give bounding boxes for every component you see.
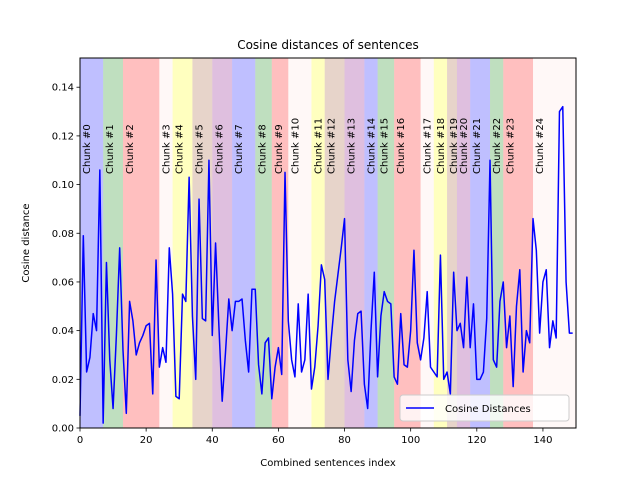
- chunk-label-11: Chunk #11: [313, 118, 324, 174]
- chunk-band-21: [470, 58, 491, 428]
- y-tick-label-1: 0.02: [52, 375, 74, 386]
- chunk-label-1: Chunk #1: [105, 124, 116, 174]
- chunk-labels: Chunk #0 Chunk #1 Chunk #2 Chunk #3 Chunk #4…: [82, 118, 546, 174]
- x-tick-label-7: 140: [533, 435, 552, 446]
- chunk-band-7: [232, 58, 256, 428]
- y-tick-label-5: 0.10: [52, 180, 74, 191]
- chunk-label-24: Chunk #24: [535, 118, 546, 174]
- chunk-band-13: [344, 58, 365, 428]
- x-tick-label-3: 60: [272, 435, 285, 446]
- chunk-label-4: Chunk #4: [175, 124, 186, 174]
- y-tick-label-2: 0.04: [52, 326, 74, 337]
- chart-title: Cosine distances of sentences: [237, 38, 419, 52]
- chunk-label-23: Chunk #23: [505, 118, 516, 174]
- legend: Cosine Distances: [399, 394, 570, 422]
- chunk-band-3: [159, 58, 173, 428]
- x-tick-label-1: 20: [140, 435, 153, 446]
- y-tick-label-0: 0.00: [52, 424, 74, 435]
- x-tick-label-5: 100: [401, 435, 420, 446]
- chunk-label-10: Chunk #10: [290, 118, 301, 174]
- chunk-band-12: [324, 58, 345, 428]
- chunk-band-10: [288, 58, 312, 428]
- chunk-label-22: Chunk #22: [492, 118, 503, 174]
- chunk-label-17: Chunk #17: [423, 118, 434, 174]
- chunk-band-19: [447, 58, 457, 428]
- plot-frame: [79, 57, 577, 429]
- chunk-label-15: Chunk #15: [380, 118, 391, 174]
- chunk-label-6: Chunk #6: [214, 124, 225, 174]
- y-tick-label-3: 0.06: [52, 277, 74, 288]
- chunk-label-12: Chunk #12: [327, 118, 338, 174]
- chunk-label-13: Chunk #13: [347, 118, 358, 174]
- chunk-band-17: [420, 58, 434, 428]
- chunk-label-21: Chunk #21: [472, 118, 483, 174]
- x-axis-label: Combined sentences index: [260, 458, 396, 469]
- chunk-band-1: [103, 58, 123, 428]
- chunk-band-24: [533, 58, 576, 428]
- chunk-band-9: [271, 58, 289, 428]
- chunk-band-15: [377, 58, 395, 428]
- chunk-label-8: Chunk #8: [257, 124, 268, 174]
- x-tick-label-6: 120: [467, 435, 486, 446]
- chunk-label-5: Chunk #5: [194, 124, 205, 174]
- chunk-band-8: [255, 58, 272, 428]
- series-line-0: [79, 105, 573, 424]
- x-tick-label-2: 40: [206, 435, 219, 446]
- series-layer: [79, 105, 573, 424]
- y-axis: 0.00 0.02 0.04 0.06 0.08 0.10 0.12 0.14: [52, 83, 80, 435]
- chunk-label-20: Chunk #20: [459, 118, 470, 174]
- chunk-band-4: [172, 58, 193, 428]
- x-tick-label-0: 0: [77, 435, 83, 446]
- chunk-bands: [80, 58, 576, 428]
- chunk-band-5: [192, 58, 213, 428]
- chunk-label-16: Chunk #16: [396, 118, 407, 174]
- chunk-band-18: [433, 58, 448, 428]
- chunk-label-14: Chunk #14: [366, 118, 377, 174]
- chunk-label-19: Chunk #19: [449, 118, 460, 174]
- chunk-band-23: [503, 58, 534, 428]
- legend-entry-label: Cosine Distances: [445, 404, 531, 415]
- chunk-label-18: Chunk #18: [436, 118, 447, 174]
- chunk-band-11: [311, 58, 325, 428]
- chunk-label-7: Chunk #7: [234, 124, 245, 174]
- x-axis: 0 20 40 60 80 100 120 140: [77, 428, 552, 446]
- legend-box: [399, 394, 570, 422]
- chunk-label-0: Chunk #0: [82, 124, 93, 174]
- y-tick-label-4: 0.08: [52, 229, 74, 240]
- chunk-label-3: Chunk #3: [161, 124, 172, 174]
- y-tick-label-7: 0.14: [52, 83, 74, 94]
- chunk-band-20: [456, 58, 471, 428]
- chunk-label-9: Chunk #9: [274, 124, 285, 174]
- y-tick-label-6: 0.12: [52, 131, 74, 142]
- x-tick-label-4: 80: [338, 435, 351, 446]
- y-axis-label: Cosine distance: [21, 203, 32, 282]
- chunk-label-2: Chunk #2: [125, 124, 136, 174]
- chunk-band-14: [364, 58, 378, 428]
